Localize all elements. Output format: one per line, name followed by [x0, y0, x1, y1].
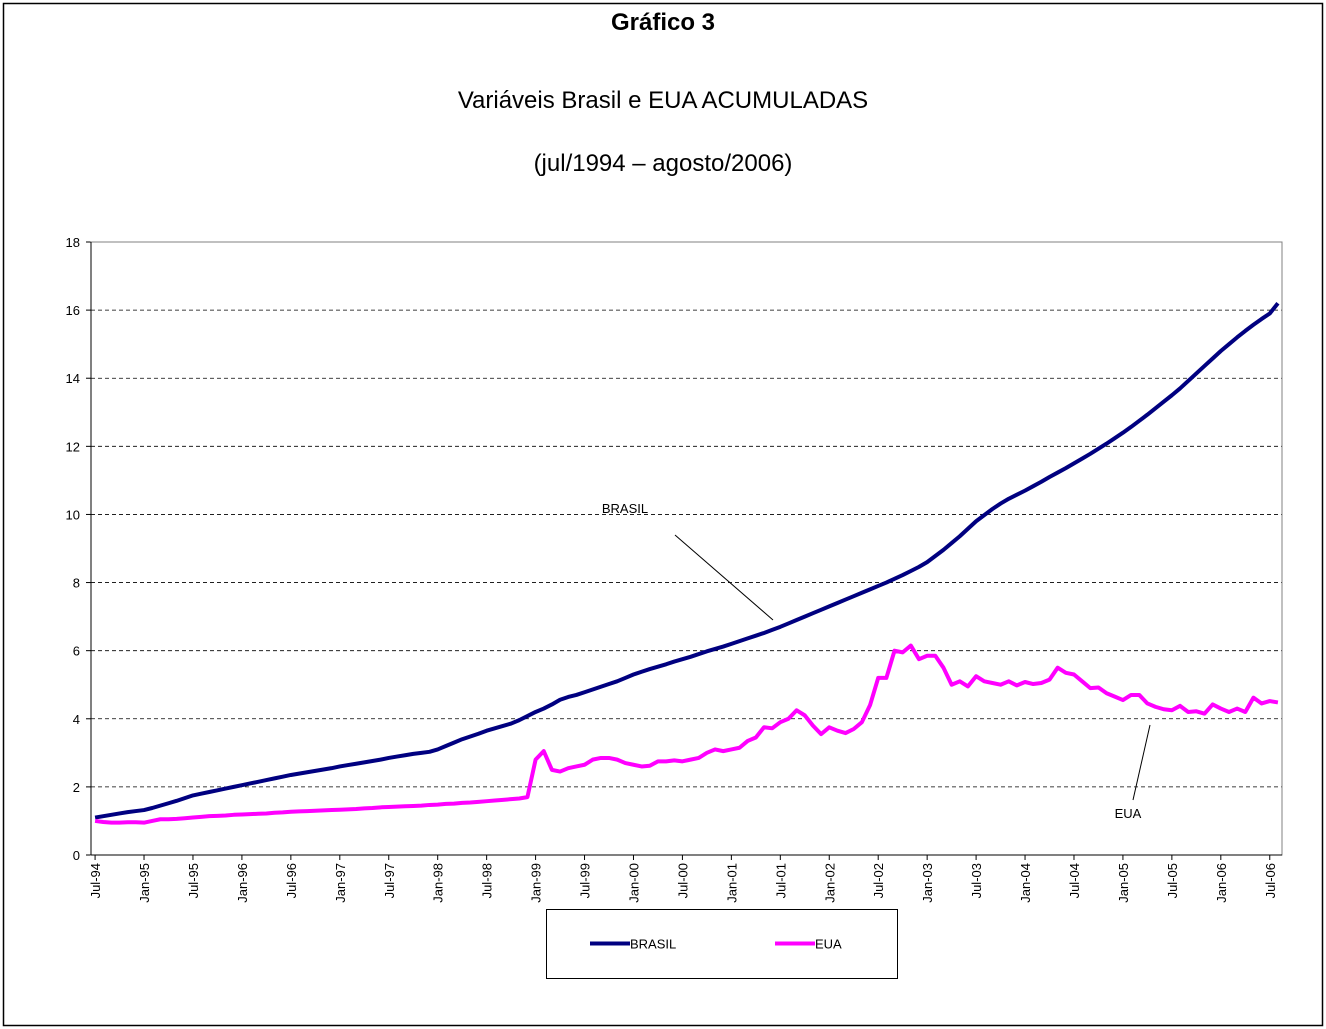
x-tick-label: Jul-97 [382, 863, 397, 898]
y-tick-label: 14 [66, 371, 80, 386]
x-tick-label: Jan-03 [920, 863, 935, 903]
y-tick-label: 16 [66, 303, 80, 318]
x-tick-label: Jul-96 [284, 863, 299, 898]
chart-subtitle: Variáveis Brasil e EUA ACUMULADAS [458, 87, 868, 114]
x-tick-label: Jan-06 [1214, 863, 1229, 903]
x-tick-label: Jul-06 [1263, 863, 1278, 898]
y-tick-label: 0 [73, 848, 80, 863]
x-tick-label: Jan-96 [235, 863, 250, 903]
series-line [94, 643, 1279, 825]
x-tick-label: Jan-04 [1018, 863, 1033, 903]
x-tick-label: Jul-95 [186, 863, 201, 898]
annotation: BRASIL [602, 501, 648, 516]
x-tick-label: Jan-97 [333, 863, 348, 903]
x-tick-label: Jul-00 [675, 863, 690, 898]
x-tick-label: Jul-05 [1165, 863, 1180, 898]
annotation-leader [1132, 724, 1151, 801]
x-tick-label: Jan-05 [1116, 863, 1131, 903]
x-tick-label: Jul-99 [578, 863, 593, 898]
chart-subtitle: (jul/1994 – agosto/2006) [534, 150, 793, 177]
y-tick-label: 12 [66, 439, 80, 454]
y-tick-label: 10 [66, 507, 80, 522]
x-tick-label: Jul-94 [88, 863, 103, 898]
x-tick-label: Jan-01 [724, 863, 739, 903]
x-tick-label: Jul-04 [1067, 863, 1082, 898]
x-tick-label: Jul-02 [871, 863, 886, 898]
x-tick-label: Jul-03 [969, 863, 984, 898]
x-tick-label: Jan-02 [822, 863, 837, 903]
annotation: EUA [1115, 806, 1142, 821]
chart-title: Gráfico 3 [611, 9, 715, 36]
x-tick-label: Jul-98 [480, 863, 495, 898]
y-tick-label: 8 [73, 576, 80, 591]
x-tick-label: Jul-01 [773, 863, 788, 898]
series-line [94, 302, 1280, 820]
legend-label: EUA [815, 937, 842, 952]
y-tick-label: 18 [66, 235, 80, 250]
annotation-leader [674, 534, 774, 621]
y-tick-label: 2 [73, 780, 80, 795]
y-tick-label: 6 [73, 644, 80, 659]
y-tick-label: 4 [73, 712, 80, 727]
x-tick-label: Jan-95 [137, 863, 152, 903]
x-tick-label: Jan-00 [626, 863, 641, 903]
legend-label: BRASIL [630, 937, 676, 952]
x-tick-label: Jan-98 [431, 863, 446, 903]
x-tick-label: Jan-99 [529, 863, 544, 903]
